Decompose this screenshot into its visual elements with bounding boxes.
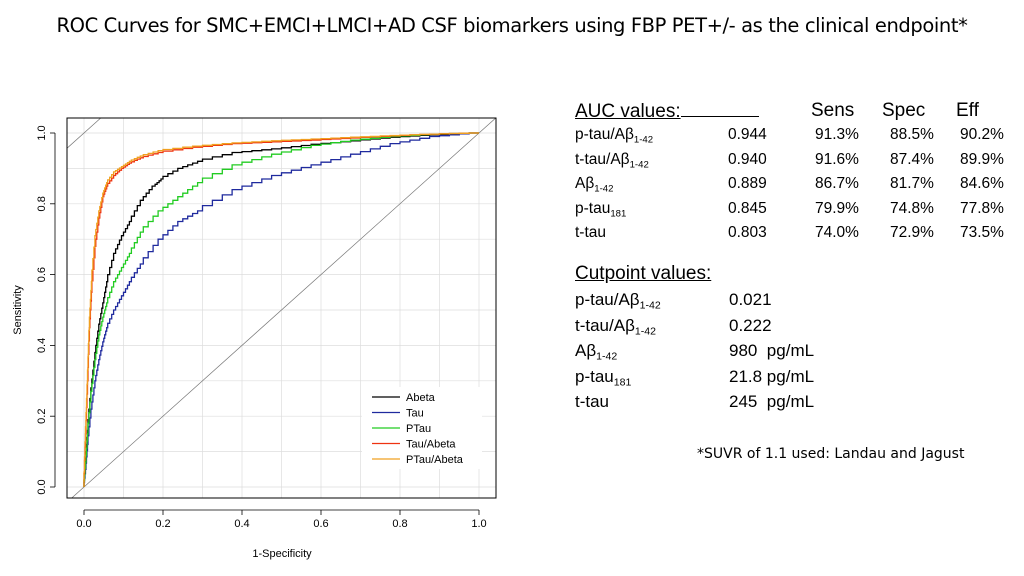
auc-cell-eff: 89.9% (960, 150, 1004, 168)
series-line-tau-abeta (83, 132, 479, 487)
series-line-ptau-abeta (83, 132, 479, 487)
cutpoint-header: Cutpoint values: (575, 263, 712, 284)
auc-row: p-tau/Aβ1-42 0.944 91.3% 88.5% 90.2% (575, 126, 1015, 148)
auc-row: t-tau 0.803 74.0% 72.9% 73.5% (575, 224, 1015, 246)
axes: 0.0 0.2 0.4 0.6 0.8 1.0 0.0 0.2 0.4 0.6 0.8 1.0 1-Sp… (12, 125, 487, 560)
col-sens: Sens (811, 100, 855, 121)
cutpoint-value: 21.8 pg/mL (729, 366, 815, 386)
auc-cell-eff: 84.6% (960, 175, 1004, 192)
x-tick-label: 0.4 (234, 518, 249, 530)
auc-cell-spec: 87.4% (890, 150, 934, 168)
series-line-ptau (83, 132, 479, 487)
x-tick-label: 0.8 (392, 518, 407, 530)
auc-panel: AUC values: Sens Spec Eff p-tau/Aβ1-42 0.… (575, 100, 1015, 241)
auc-cell-auc: 0.944 (728, 126, 767, 143)
legend-label: PTau (406, 423, 431, 435)
cutpoint-row: t-tau/Aβ1-42 0.222 (575, 316, 995, 340)
auc-cell-sens: 86.7% (815, 175, 859, 192)
auc-cell-eff: 90.2% (960, 126, 1004, 143)
auc-cell-spec: 81.7% (890, 175, 934, 192)
auc-row: p-tau181 0.845 79.9% 74.8% 77.8% (575, 200, 1015, 222)
auc-cell-sens: 74.0% (815, 224, 859, 241)
upper-diagonal (67, 118, 102, 149)
auc-cell-sens: 91.6% (815, 150, 859, 168)
biomarker-label: t-tau (575, 392, 610, 411)
cutpoint-row: p-tau/Aβ1-42 0.021 (575, 290, 995, 314)
biomarker-label: Aβ1-42 (575, 175, 614, 195)
cutpoint-value: 0.021 (729, 290, 772, 309)
auc-cell-eff: 73.5% (960, 224, 1004, 241)
x-tick-label: 0.6 (313, 518, 328, 530)
biomarker-label: p-tau/Aβ1-42 (575, 126, 654, 146)
legend-label: Tau/Abeta (406, 439, 456, 451)
roc-series (83, 132, 479, 487)
chance-diagonal (71, 118, 496, 498)
slide-title: ROC Curves for SMC+EMCI+LMCI+AD CSF biom… (56, 14, 968, 37)
y-axis-label: Sensitivity (12, 285, 24, 335)
biomarker-label: t-tau/Aβ1-42 (575, 150, 649, 170)
auc-row: Aβ1-42 0.889 86.7% 81.7% 84.6% (575, 175, 1015, 197)
series-line-tau (83, 132, 479, 487)
cutpoint-row: Aβ1-42 980 pg/mL (575, 341, 995, 365)
x-tick-label: 0.2 (155, 518, 170, 530)
biomarker-label: p-tau181 (575, 366, 632, 389)
auc-row: t-tau/Aβ1-42 0.940 91.6% 87.4% 89.9% (575, 151, 1015, 173)
grid-lines (67, 118, 496, 498)
auc-cell-auc: 0.889 (728, 175, 767, 192)
auc-cell-spec: 88.5% (890, 126, 934, 143)
y-tick-label: 0.0 (36, 479, 48, 494)
auc-cell-sens: 79.9% (815, 199, 859, 217)
x-tick-label: 0.0 (76, 518, 91, 530)
cutpoint-row: p-tau181 21.8 pg/mL (575, 367, 995, 391)
y-tick-label: 0.4 (36, 338, 48, 353)
cutpoint-value: 0.222 (729, 315, 772, 335)
plot-frame (66, 117, 497, 499)
x-tick-label: 1.0 (471, 518, 486, 530)
biomarker-label: Aβ1-42 (575, 341, 618, 363)
y-tick-label: 1.0 (36, 125, 48, 140)
cutpoint-row: t-tau 245 pg/mL (575, 392, 995, 416)
auc-cell-auc: 0.845 (728, 199, 767, 217)
col-eff: Eff (956, 100, 979, 121)
legend-label: Tau (406, 408, 424, 420)
x-axis-label: 1-Specificity (252, 548, 312, 560)
footnote: *SUVR of 1.1 used: Landau and Jagust (697, 446, 965, 462)
auc-cell-spec: 72.9% (890, 224, 934, 241)
col-spec: Spec (882, 100, 926, 121)
legend-label: PTau/Abeta (406, 454, 464, 466)
cutpoint-panel: Cutpoint values: p-tau/Aβ1-42 0.021 t-tau/… (575, 263, 995, 423)
cutpoint-value: 980 pg/mL (729, 341, 815, 360)
auc-header: AUC values: (575, 101, 681, 122)
y-tick-label: 0.6 (36, 267, 48, 282)
auc-cell-auc: 0.940 (728, 150, 767, 168)
biomarker-label: p-tau181 (575, 199, 627, 219)
roc-chart: 0.0 0.2 0.4 0.6 0.8 1.0 0.0 0.2 0.4 0.6 0.8 1.0 1-Sp… (12, 117, 497, 560)
y-tick-label: 0.8 (36, 196, 48, 211)
auc-cell-auc: 0.803 (728, 224, 767, 241)
auc-cell-sens: 91.3% (815, 126, 859, 143)
y-tick-label: 0.2 (36, 409, 48, 424)
diagonal-reference-lines (67, 118, 496, 498)
biomarker-label: t-tau/Aβ1-42 (575, 315, 656, 338)
auc-cell-spec: 74.8% (890, 199, 934, 217)
biomarker-label: p-tau/Aβ1-42 (575, 290, 661, 312)
cutpoint-value: 245 pg/mL (729, 392, 815, 411)
legend-label: Abeta (406, 392, 436, 404)
legend: Abeta Tau PTau Tau/Abeta PTau/Abeta (362, 387, 482, 469)
auc-cell-eff: 77.8% (960, 199, 1004, 217)
biomarker-label: t-tau (575, 224, 607, 241)
